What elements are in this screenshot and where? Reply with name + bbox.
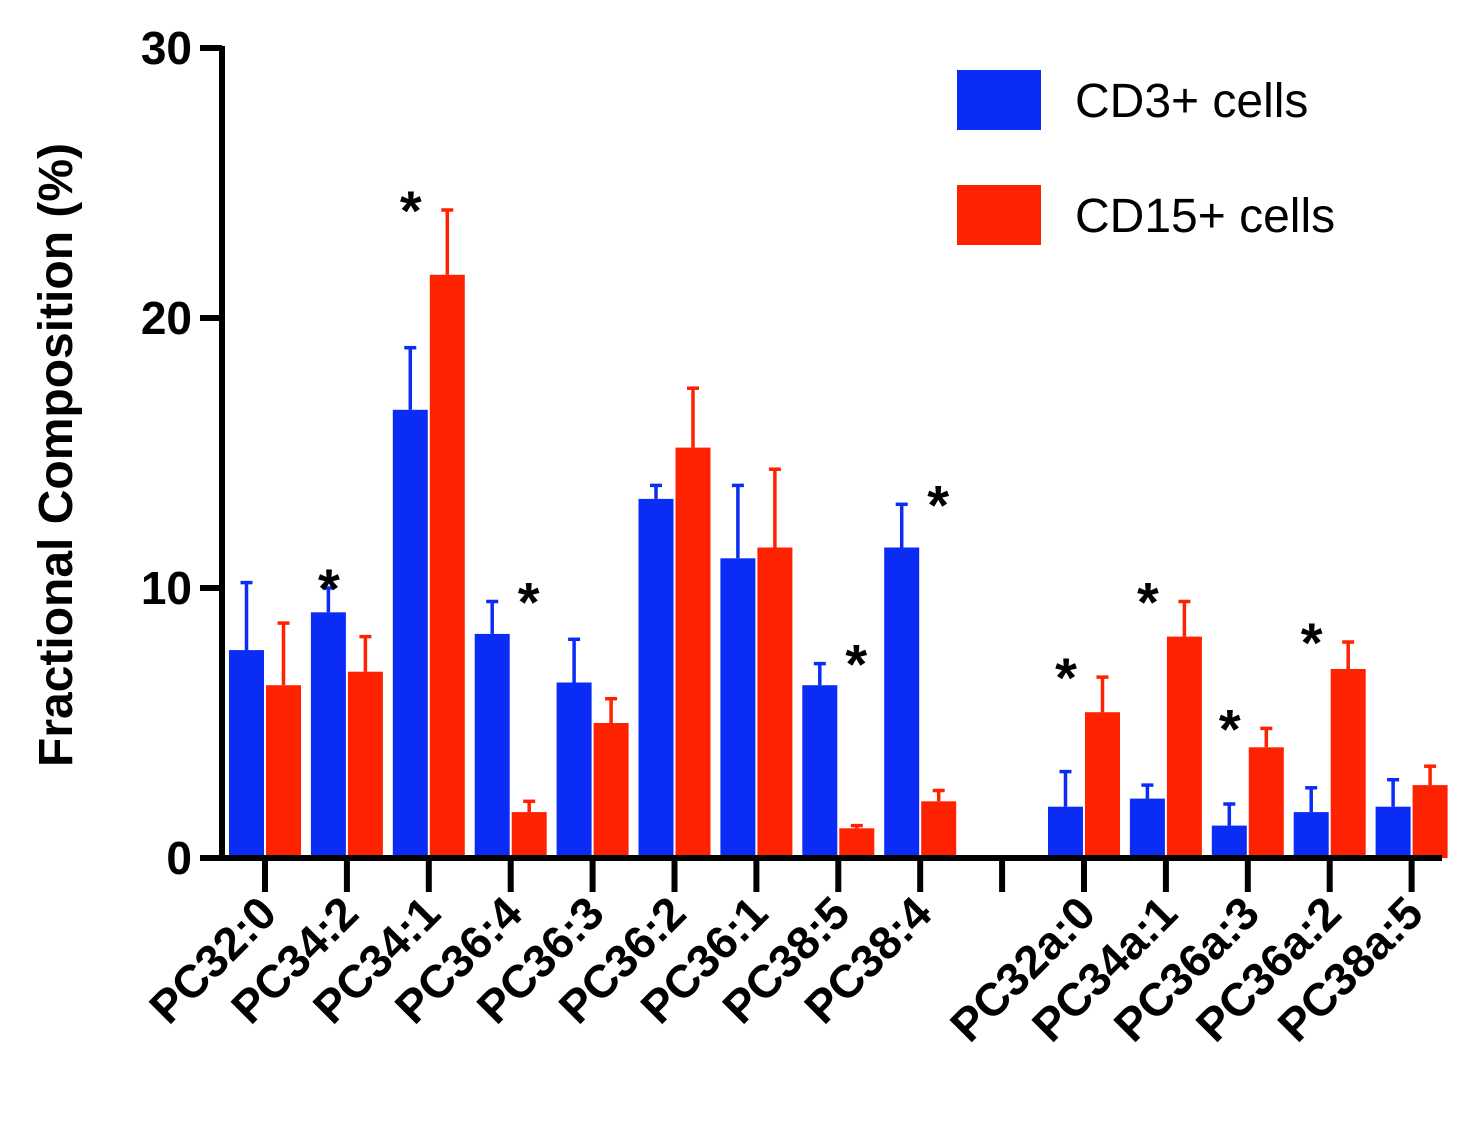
bar-cd15-5 — [675, 447, 711, 858]
bar-cd15-8 — [921, 801, 957, 858]
bar-cd3-4 — [556, 682, 592, 858]
bar-cd15-3 — [511, 812, 547, 858]
y-tick-label-10: 10 — [141, 562, 192, 614]
bar-cd3-0 — [229, 650, 264, 858]
bar-cd15-14 — [1412, 785, 1448, 858]
bar-cd15-7 — [839, 828, 875, 858]
significance-star-0: * — [318, 557, 340, 620]
y-axis-label: Fractional Composition (%) — [30, 143, 83, 767]
significance-layer: * * * * * * * * * — [318, 179, 1323, 760]
bar-cd15-6 — [757, 547, 793, 858]
significance-star-8: * — [1301, 611, 1323, 674]
significance-star-2: * — [518, 571, 540, 634]
significance-star-1: * — [400, 179, 422, 242]
bar-cd15-2 — [429, 274, 465, 858]
y-tick-label-20: 20 — [141, 292, 192, 344]
bar-cd3-7 — [802, 685, 838, 858]
bar-cd15-1 — [347, 671, 383, 858]
bar-cd3-2 — [392, 409, 428, 858]
bar-cd3-5 — [638, 498, 674, 858]
significance-star-7: * — [1219, 697, 1241, 760]
bar-cd15-4 — [593, 723, 629, 858]
bar-cd15-13 — [1330, 669, 1366, 858]
legend-label-cd3: CD3+ cells — [1075, 75, 1308, 128]
bar-cd15-10 — [1085, 712, 1120, 858]
legend: CD3+ cells CD15+ cells — [957, 70, 1335, 245]
legend-swatch-cd3 — [957, 70, 1041, 130]
bar-cd3-3 — [474, 633, 510, 858]
significance-star-4: * — [927, 473, 949, 536]
significance-star-6: * — [1137, 571, 1159, 634]
x-tick-labels: PC32:0PC34:2PC34:1PC36:4PC36:3PC36:2PC36… — [139, 886, 1433, 1051]
bar-cd3-10 — [1048, 806, 1083, 858]
bar-cd3-11 — [1129, 798, 1165, 858]
error-bars-layer — [240, 208, 1437, 829]
y-tick-label-30: 30 — [141, 22, 192, 74]
bar-cd3-13 — [1293, 812, 1329, 858]
legend-swatch-cd15 — [957, 185, 1041, 245]
legend-label-cd15: CD15+ cells — [1075, 190, 1335, 243]
y-tick-labels: 0 10 20 30 — [141, 22, 192, 884]
significance-star-3: * — [845, 633, 867, 696]
bar-cd3-12 — [1211, 825, 1247, 858]
bar-cd3-8 — [884, 547, 920, 858]
bar-cd15-0 — [266, 685, 301, 858]
axes-layer — [200, 45, 1442, 892]
bar-cd3-14 — [1375, 806, 1411, 858]
bar-cd15-12 — [1248, 747, 1284, 858]
bar-cd15-11 — [1166, 636, 1202, 858]
bar-cd3-1 — [310, 612, 346, 858]
bars-layer — [229, 274, 1448, 858]
y-tick-label-0: 0 — [166, 832, 192, 884]
significance-star-5: * — [1055, 646, 1077, 709]
bar-cd3-6 — [720, 558, 756, 858]
